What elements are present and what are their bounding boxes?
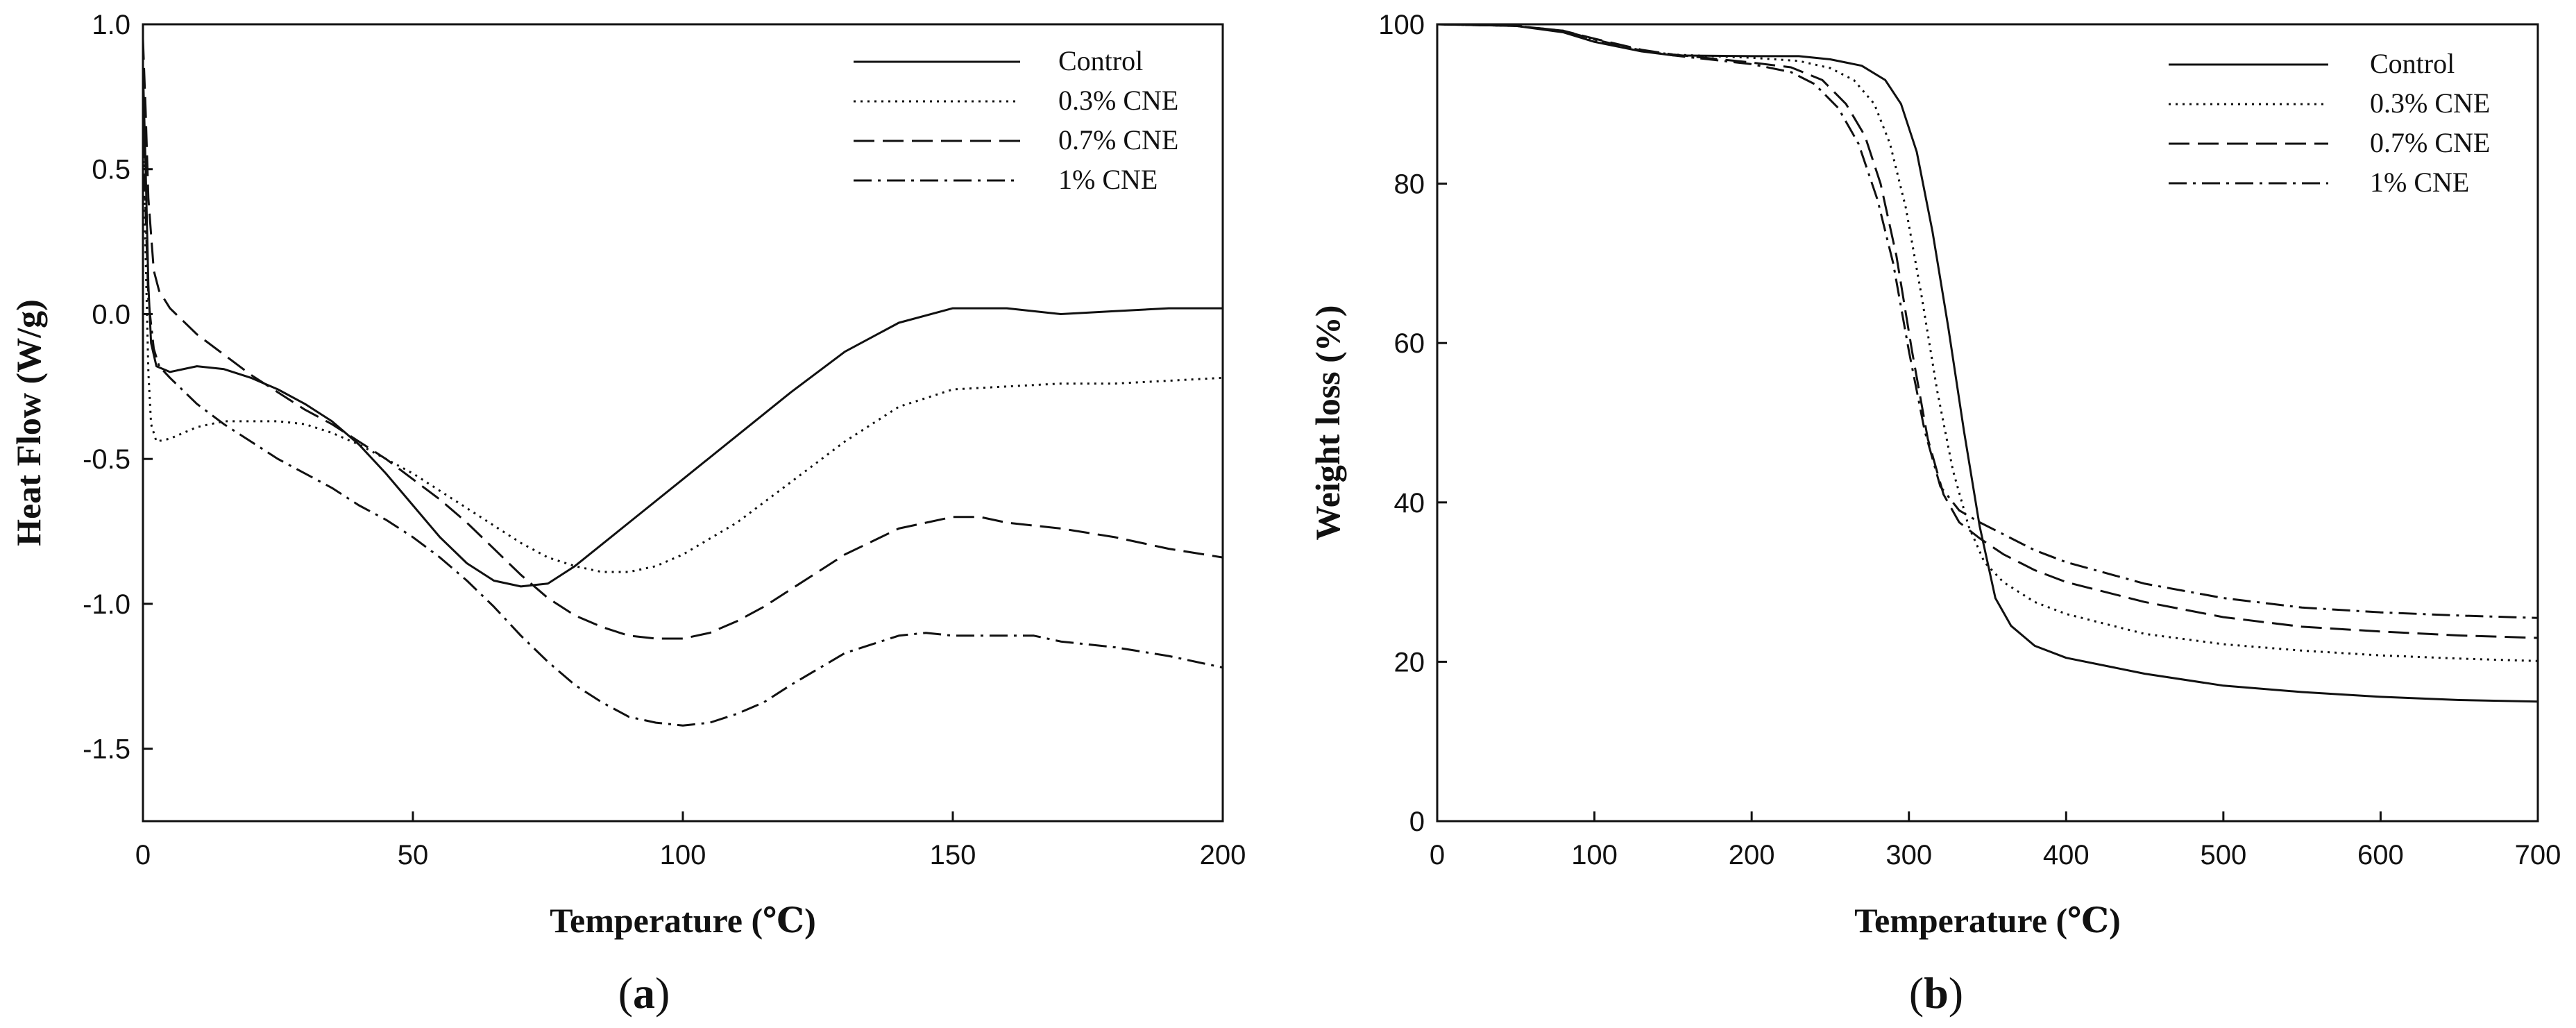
legend-label: 0.3% CNE xyxy=(2370,87,2490,119)
y-tick-label: 20 xyxy=(1394,647,1425,677)
series-line-0-3-cne xyxy=(1437,23,2539,662)
x-tick-label: 0 xyxy=(1430,840,1445,870)
y-axis-ticks xyxy=(1437,23,1447,823)
x-axis-title: Temperature (℃) xyxy=(550,901,815,940)
legend: Control 0.3% CNE 0.7% CNE 1% CNE xyxy=(2169,48,2490,198)
chart-panel-a: 1.0 0.5 0.0 -0.5 -1.0 -1.5 0 50 100 150 200 Contr… xyxy=(9,10,1246,1018)
series-line-control xyxy=(1437,23,2539,703)
x-axis-tick-labels: 0 50 100 150 200 xyxy=(135,840,1246,870)
x-tick-label: 600 xyxy=(2357,840,2404,870)
x-axis-tick-labels: 0 100 200 300 400 500 600 700 xyxy=(1430,840,2561,870)
y-tick-label: 1.0 xyxy=(92,10,130,40)
y-axis-title: Heat Flow (W/g) xyxy=(9,299,48,546)
y-tick-label: 80 xyxy=(1394,169,1425,200)
y-tick-label: 100 xyxy=(1378,10,1425,40)
x-tick-label: 400 xyxy=(2043,840,2090,870)
series-line-control xyxy=(142,67,1223,588)
x-tick-label: 700 xyxy=(2515,840,2561,870)
legend-label: 0.3% CNE xyxy=(1058,85,1178,116)
y-tick-label: -1.0 xyxy=(83,589,130,620)
x-tick-label: 100 xyxy=(660,840,706,870)
series-line-0-7-cne xyxy=(142,38,1223,640)
x-tick-label: 500 xyxy=(2200,840,2246,870)
legend-label: Control xyxy=(2370,48,2455,79)
legend-label: 0.7% CNE xyxy=(2370,127,2490,158)
panel-label-letter: a xyxy=(633,968,655,1018)
y-tick-label: 60 xyxy=(1394,328,1425,359)
series-line-1-cne xyxy=(142,140,1223,727)
x-axis-ticks xyxy=(142,811,1224,821)
y-tick-label: 40 xyxy=(1394,488,1425,519)
x-tick-label: 200 xyxy=(1729,840,1775,870)
chart-panel-b: 0 20 40 60 80 100 0 100 200 300 400 500 600 700 Cont… xyxy=(1308,10,2561,1018)
x-tick-label: 300 xyxy=(1886,840,1932,870)
y-axis-tick-labels: 1.0 0.5 0.0 -0.5 -1.0 -1.5 xyxy=(83,10,130,765)
y-tick-label: -1.5 xyxy=(83,734,130,765)
series-line-0-3-cne xyxy=(142,140,1223,573)
series-group xyxy=(1437,23,2539,703)
series-line-1-cne xyxy=(1437,23,2539,619)
x-tick-label: 50 xyxy=(398,840,429,870)
y-axis-title: Weight loss (%) xyxy=(1308,305,1347,541)
y-tick-label: 0.0 xyxy=(92,299,130,330)
legend-label: 0.7% CNE xyxy=(1058,124,1178,155)
series-group xyxy=(142,38,1223,727)
y-tick-label: 0.5 xyxy=(92,155,130,185)
x-axis-ticks xyxy=(1436,811,2539,821)
plot-frame xyxy=(1436,23,2539,823)
panel-label-letter: b xyxy=(1924,968,1949,1018)
legend-label: 1% CNE xyxy=(2370,167,2469,198)
legend: Control 0.3% CNE 0.7% CNE 1% CNE xyxy=(854,45,1178,195)
legend-label: 1% CNE xyxy=(1058,164,1158,195)
y-tick-label: 0 xyxy=(1409,807,1425,837)
x-tick-label: 200 xyxy=(1200,840,1246,870)
x-tick-label: 0 xyxy=(135,840,151,870)
legend-label: Control xyxy=(1058,45,1143,76)
y-axis-tick-labels: 0 20 40 60 80 100 xyxy=(1378,10,1425,837)
panel-label-b: (b) xyxy=(1909,968,1963,1018)
x-tick-label: 100 xyxy=(1571,840,1618,870)
y-tick-label: -0.5 xyxy=(83,444,130,475)
panel-label-a: (a) xyxy=(618,968,670,1018)
x-tick-label: 150 xyxy=(930,840,976,870)
x-axis-title: Temperature (℃) xyxy=(1854,901,2120,940)
